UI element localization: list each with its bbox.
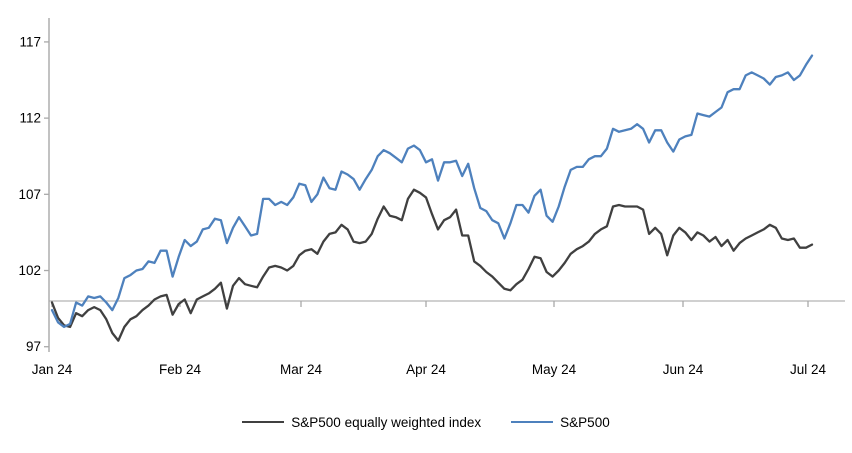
x-tick-label: Jun 24 [663, 362, 704, 377]
y-tick-label: 107 [18, 187, 41, 202]
sp500-line-swatch [511, 421, 554, 423]
x-tick-label: May 24 [532, 362, 577, 377]
legend-label-sp500-equal-weight: S&P500 equally weighted index [291, 414, 482, 430]
sp500-equal-weight-line-swatch [242, 421, 285, 423]
x-tick-label: Jan 24 [32, 362, 73, 377]
x-tick-label: Feb 24 [159, 362, 202, 377]
y-tick-label: 117 [19, 34, 41, 49]
legend-item-sp500-equal-weight: S&P500 equally weighted index [242, 415, 481, 430]
sp500-equal-weight-line [50, 188, 814, 342]
x-tick-label: Mar 24 [280, 362, 323, 377]
price-index-line-chart: 97 102 107 112 117 Jan 24 Feb 24 Mar 24 Apr 24 Ma… [18, 18, 845, 377]
y-tick-label: 97 [26, 339, 41, 354]
sp500-line [50, 54, 814, 329]
chart-legend: S&P500 equally weighted index S&P500 [0, 409, 852, 435]
x-tick-label: Apr 24 [406, 362, 446, 377]
x-tick-label: Jul 24 [790, 362, 827, 377]
y-tick-label: 102 [18, 263, 41, 278]
legend-item-sp500: S&P500 [511, 415, 610, 430]
y-tick-label: 112 [19, 111, 41, 126]
legend-label-sp500: S&P500 [560, 414, 610, 430]
